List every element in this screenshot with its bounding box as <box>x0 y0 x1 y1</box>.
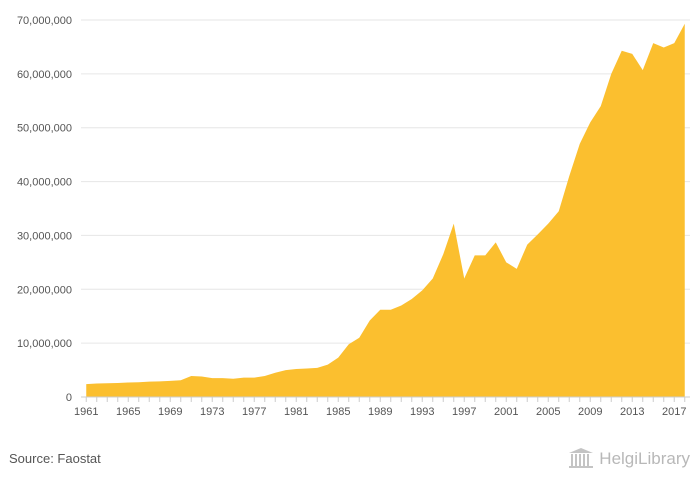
axes: 0 10,000,000 20,000,000 30,000,000 40,000,00… <box>17 15 690 418</box>
y-tick-label: 0 <box>66 392 72 404</box>
x-tick-label: 1977 <box>242 406 266 418</box>
x-tick-label: 1969 <box>158 406 182 418</box>
y-tick-label: 40,000,000 <box>17 177 72 189</box>
y-tick-label: 60,000,000 <box>17 69 72 81</box>
brand-logo: HelgiLibrary <box>569 446 690 472</box>
x-tick-label: 2005 <box>536 406 560 418</box>
x-tick-label: 1989 <box>368 406 392 418</box>
library-building-icon <box>569 448 594 468</box>
x-tick-label: 1973 <box>200 406 224 418</box>
x-tick-label: 2013 <box>620 406 644 418</box>
y-tick-label: 20,000,000 <box>17 284 72 296</box>
x-tick-label: 2017 <box>662 406 686 418</box>
y-tick-label: 10,000,000 <box>17 338 72 350</box>
x-tick-label: 1993 <box>410 406 434 418</box>
x-tick-label: 1997 <box>452 406 476 418</box>
x-tick-label: 2001 <box>494 406 518 418</box>
x-tick-label: 1981 <box>284 406 308 418</box>
area-series-fill <box>86 23 685 398</box>
y-tick-label: 70,000,000 <box>17 15 72 27</box>
x-tick-label: 1961 <box>74 406 98 418</box>
x-tick-label: 2009 <box>578 406 602 418</box>
gridlines <box>81 19 690 344</box>
y-tick-label: 30,000,000 <box>17 230 72 242</box>
area-series <box>86 23 685 398</box>
area-chart: 0 10,000,000 20,000,000 30,000,000 40,000,00… <box>17 15 690 418</box>
source-label: Source: Faostat <box>9 451 101 466</box>
y-tick-label: 50,000,000 <box>17 123 72 135</box>
x-tick-label: 1965 <box>116 406 140 418</box>
x-tick-label: 1985 <box>326 406 350 418</box>
brand-name: HelgiLibrary <box>599 449 690 468</box>
